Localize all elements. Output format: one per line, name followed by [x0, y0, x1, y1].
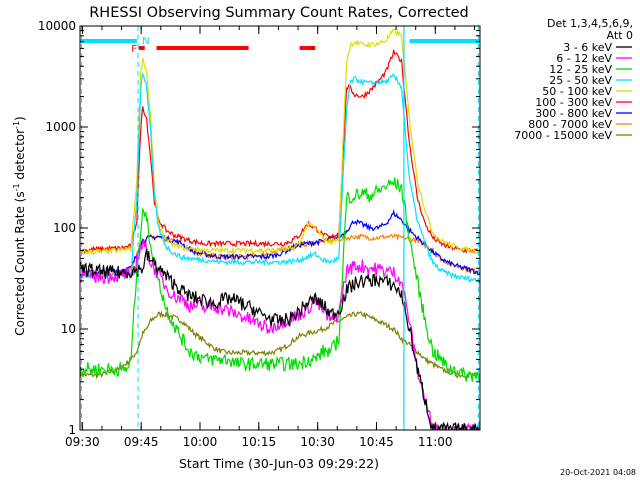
x-axis-label: Start Time (30-Jun-03 09:29:22)	[179, 456, 379, 471]
flag-n-label: N	[142, 36, 149, 47]
series-line-12-25-kev	[80, 177, 480, 382]
y-tick-label: 1	[68, 423, 76, 437]
y-label-sup1: -1	[12, 183, 21, 191]
legend-label: 300 - 800 keV	[535, 107, 612, 120]
legend-header-2: Att 0	[607, 29, 633, 42]
legend-label: 7000 - 15000 keV	[514, 129, 612, 142]
series-line-25-50-kev	[80, 72, 480, 285]
legend-label: 3 - 6 keV	[563, 41, 612, 54]
legend-label: 6 - 12 keV	[556, 52, 612, 65]
axes: 1 10 100 1000 10000 09:30 09:45 10:00 10:15 10:30…	[38, 19, 481, 449]
y-label-sup2: -1	[12, 121, 21, 129]
x-tick-label: 10:00	[183, 435, 218, 449]
legend-label: 25 - 50 keV	[549, 74, 612, 87]
series-line-300-800-kev	[80, 208, 480, 277]
plot-area	[80, 28, 480, 430]
y-label-mid: detector	[13, 129, 27, 184]
y-tick-label: 10	[61, 322, 76, 336]
legend-label: 100 - 300 keV	[535, 96, 612, 109]
x-tick-label: 11:00	[418, 435, 453, 449]
x-tick-label: 10:30	[300, 435, 335, 449]
x-tick-label: 09:45	[124, 435, 159, 449]
legend-label: 50 - 100 keV	[542, 85, 612, 98]
series-line-7000-15000-kev	[80, 310, 480, 380]
x-tick-label: 10:15	[242, 435, 277, 449]
y-label-main: Corrected Count Rate (s	[13, 191, 27, 335]
y-axis-label: Corrected Count Rate (s-1 detector-1)	[12, 116, 27, 335]
series-line-50-100-kev	[80, 28, 480, 256]
y-label-end: )	[13, 116, 27, 121]
legend-header-1: Det 1,3,4,5,6,9,	[547, 17, 633, 30]
legend-label: 12 - 25 keV	[549, 63, 612, 76]
y-tick-label: 1000	[45, 120, 76, 134]
x-tick-label: 09:30	[65, 435, 100, 449]
series-line-100-300-kev	[80, 49, 480, 255]
y-tick-label: 100	[53, 221, 76, 235]
timestamp: 20-Oct-2021 04:08	[560, 468, 636, 477]
x-tick-label: 10:45	[359, 435, 394, 449]
flag-f-label: F	[131, 44, 137, 55]
y-tick-label: 10000	[38, 19, 76, 33]
series-line-3-6-kev	[80, 248, 480, 430]
legend-label: 800 - 7000 keV	[528, 118, 612, 131]
chart-title: RHESSI Observing Summary Count Rates, Co…	[89, 5, 469, 21]
